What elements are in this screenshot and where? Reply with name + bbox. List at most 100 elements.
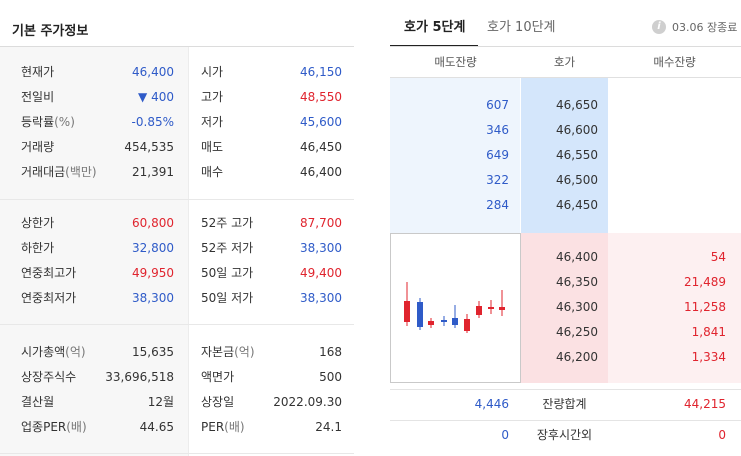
- info-row: 연중최고가 49,950 50일 고가 49,400: [0, 261, 354, 286]
- candle-up: [428, 321, 434, 325]
- title-divider: [0, 46, 354, 47]
- ask-volume: 284: [486, 198, 509, 212]
- info-value: 46,400: [132, 65, 174, 79]
- info-label-text: 전일비: [21, 90, 55, 104]
- info-value: 48,550: [300, 90, 342, 104]
- info-label: 연중최저가: [21, 286, 76, 311]
- info-row: 결산월 12월 상장일 2022.09.30: [0, 390, 354, 415]
- info-label: 52주 저가: [201, 236, 253, 261]
- info-label: 상장일: [201, 390, 234, 415]
- market-status: 03.06 장종료: [672, 21, 738, 34]
- info-value: 2022.09.30: [273, 395, 342, 409]
- info-value: 60,800: [132, 216, 174, 230]
- info-value: 33,696,518: [105, 370, 174, 384]
- info-label-text: 하한가: [21, 241, 55, 255]
- info-label-text: 등락률: [21, 115, 55, 129]
- ask-volume: 322: [486, 173, 509, 187]
- panel-title: 기본 주가정보: [12, 24, 89, 39]
- info-label-text: 연중최고가: [21, 266, 77, 280]
- info-label-text: 거래대금: [21, 165, 66, 179]
- info-value: 45,600: [300, 115, 342, 129]
- info-label: 매수: [201, 160, 223, 185]
- info-label-text: 현재가: [21, 65, 55, 79]
- info-label: 등락률(%): [21, 110, 75, 135]
- info-value: 500: [319, 370, 342, 384]
- info-value: 44.65: [139, 420, 174, 434]
- total-label: 잔량합계: [542, 397, 587, 411]
- info-label: 하한가: [21, 236, 54, 261]
- candle-down: [417, 302, 423, 327]
- info-label: 현재가: [21, 60, 54, 85]
- header-bid-volume: 매수잔량: [653, 55, 696, 69]
- ask-volume-area: [390, 78, 520, 233]
- section-divider: [0, 199, 354, 200]
- info-value: 32,800: [132, 241, 174, 255]
- info-label: 시가총액(억): [21, 340, 86, 365]
- ask-price: 46,450: [556, 198, 598, 212]
- info-value: 46,400: [300, 165, 342, 179]
- info-label: 시가: [201, 60, 223, 85]
- tab-orderbook-5[interactable]: 호가 5단계: [404, 20, 466, 35]
- info-label: 자본금(억): [201, 340, 255, 365]
- info-label-text: 업종PER: [21, 420, 67, 434]
- bid-price-area: [521, 233, 608, 383]
- info-label-text: 상장주식수: [21, 370, 77, 384]
- info-label: 상한가: [21, 211, 54, 236]
- info-label-text: 52주 저가: [201, 241, 254, 255]
- basic-stock-info-panel: 기본 주가정보 현재가 46,400 시가 46,150 전일비 ▼ 400 고가 48,55…: [0, 0, 354, 456]
- info-label-unit: (억): [234, 345, 255, 359]
- section-divider: [0, 324, 354, 325]
- info-icon[interactable]: i: [652, 20, 666, 34]
- bid-price: 46,300: [556, 300, 598, 314]
- info-label: 상장주식수: [21, 365, 76, 390]
- info-row: 등락률(%) -0.85% 저가 45,600: [0, 110, 354, 135]
- bid-volume: 11,258: [684, 300, 726, 314]
- info-row: 현재가 46,400 시가 46,150: [0, 60, 354, 85]
- after-hours-bid: 0: [718, 428, 726, 442]
- tab-orderbook-10[interactable]: 호가 10단계: [487, 20, 556, 35]
- total-ask-volume: 4,446: [474, 397, 509, 411]
- info-value: 38,300: [300, 241, 342, 255]
- candle-down: [441, 320, 447, 322]
- mini-candlestick-chart: [390, 233, 521, 383]
- info-value: 15,635: [132, 345, 174, 359]
- info-label: PER(배): [201, 415, 245, 440]
- info-label: 거래량: [21, 135, 54, 160]
- header-ask-volume: 매도잔량: [434, 55, 477, 69]
- total-bid-volume: 44,215: [684, 397, 726, 411]
- info-label: 50일 저가: [201, 286, 253, 311]
- info-label: 52주 고가: [201, 211, 253, 236]
- after-hours-label: 장후시간외: [536, 428, 593, 442]
- info-row: 거래량 454,535 매도 46,450: [0, 135, 354, 160]
- ask-volume: 346: [486, 123, 509, 137]
- info-value: -0.85%: [131, 115, 174, 129]
- candle-up: [488, 307, 494, 309]
- info-label-unit: (%): [54, 115, 75, 129]
- info-value: ▼ 400: [138, 90, 174, 104]
- info-label-unit: (억): [65, 345, 86, 359]
- info-label-text: 매도: [201, 140, 224, 154]
- info-row: 업종PER(배) 44.65 PER(배) 24.1: [0, 415, 354, 440]
- info-label-text: 시가: [201, 65, 224, 79]
- tab-divider: [390, 46, 741, 47]
- info-value: 38,300: [300, 291, 342, 305]
- info-row: 상장주식수 33,696,518 액면가 500: [0, 365, 354, 390]
- info-label-text: 시가총액: [21, 345, 66, 359]
- bid-volume-area: [608, 233, 741, 383]
- info-label: 매도: [201, 135, 223, 160]
- info-label: 업종PER(배): [21, 415, 87, 440]
- info-label-text: 상한가: [21, 216, 55, 230]
- bid-price: 46,200: [556, 350, 598, 364]
- candle-up: [464, 319, 470, 331]
- info-label-text: 자본금: [201, 345, 235, 359]
- candle-up: [404, 301, 410, 322]
- info-label: 저가: [201, 110, 223, 135]
- info-label-unit: (배): [224, 420, 245, 434]
- info-label-text: 52주 고가: [201, 216, 254, 230]
- info-label: 결산월: [21, 390, 54, 415]
- info-label-text: 거래량: [21, 140, 55, 154]
- info-label: 50일 고가: [201, 261, 253, 286]
- after-hours-divider: [390, 420, 741, 421]
- info-value: 21,391: [132, 165, 174, 179]
- info-label-text: 결산월: [21, 395, 55, 409]
